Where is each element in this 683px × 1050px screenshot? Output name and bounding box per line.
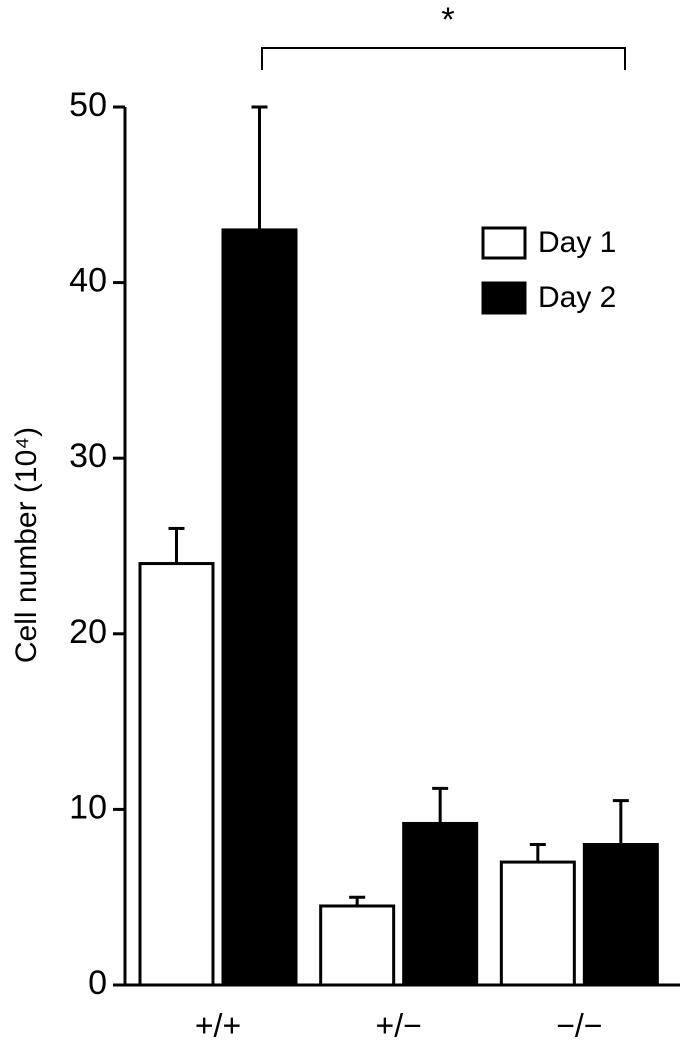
y-tick-label: 0 [88,964,107,1002]
legend-swatch [481,226,527,260]
bar [499,860,576,987]
significance-star: * [441,1,454,39]
x-tick-label: +/− [376,1007,422,1043]
bar [221,228,298,987]
legend-label: Day 1 [538,226,616,259]
y-tick-label: 40 [69,262,107,300]
x-tick-label: −/− [556,1007,602,1043]
y-tick-label: 50 [69,86,107,124]
legend-label: Day 2 [538,281,616,314]
bar [582,843,659,987]
bar [319,904,396,987]
y-axis-label: Cell number (10⁴) [10,427,43,663]
bar [138,562,215,987]
bar [402,821,479,987]
x-tick-label: +/+ [195,1007,241,1043]
legend-swatch [481,281,527,315]
significance-bracket [261,47,626,70]
y-tick-label: 30 [69,437,107,475]
y-tick-label: 10 [69,788,107,826]
y-tick-label: 20 [69,613,107,651]
